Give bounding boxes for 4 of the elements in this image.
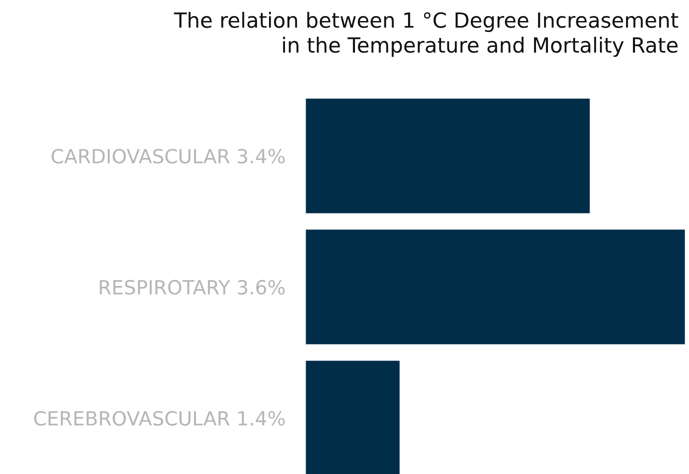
y-tick-label: CEREBROVASCULAR 1.4%: [34, 410, 285, 426]
y-tick-label: CARDIOVASCULAR 3.4%: [52, 148, 285, 164]
y-tick-label: RESPIROTARY 3.6%: [100, 280, 285, 295]
chart-title: The relation between 1 °C Degree Increasement in the Temperature and Mortality Rate: [174, 12, 678, 57]
